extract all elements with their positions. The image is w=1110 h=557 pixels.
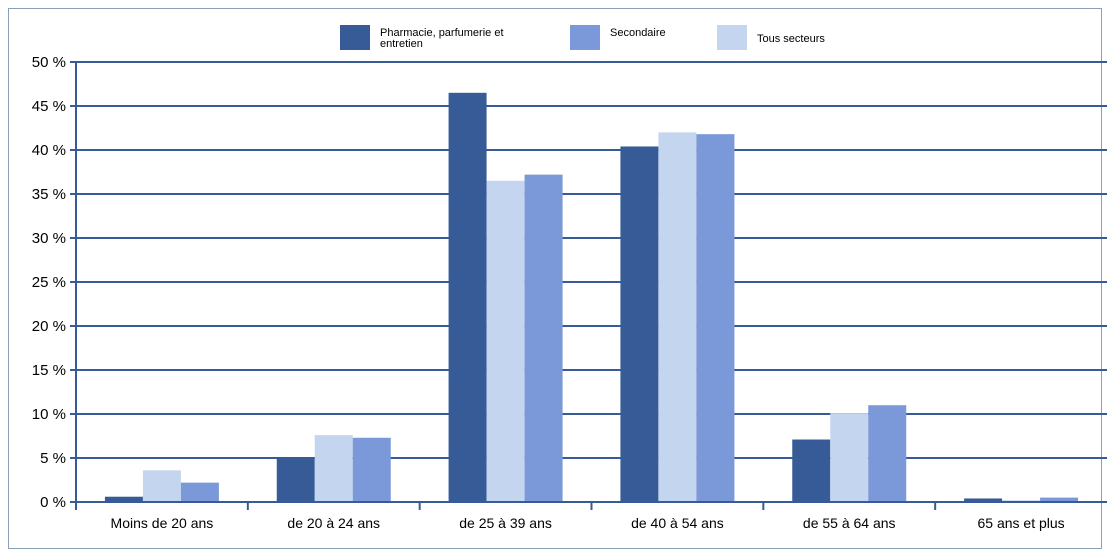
legend-label: Pharmacie, parfumerie et entretien: [380, 27, 504, 50]
legend-item: Secondaire: [570, 25, 666, 50]
bar: [276, 457, 315, 502]
category-label: de 20 à 24 ans: [287, 515, 380, 531]
y-tick-label: 25 %: [32, 274, 66, 291]
bar: [524, 174, 563, 502]
category-label: de 25 à 39 ans: [459, 515, 552, 531]
legend-item: Pharmacie, parfumerie et entretien: [340, 25, 504, 50]
axes: [70, 61, 1107, 510]
y-tick-label: 5 %: [40, 450, 66, 467]
y-tick-label: 15 %: [32, 362, 66, 379]
category-labels: Moins de 20 ans de 20 à 24 ans de 25 à 39 …: [111, 515, 1065, 531]
y-tick-label: 45 %: [32, 98, 66, 115]
legend-label: Tous secteurs: [757, 33, 825, 45]
category-label: de 55 à 64 ans: [803, 515, 896, 531]
bar: [486, 180, 525, 503]
bar: [696, 134, 735, 502]
y-tick-label: 30 %: [32, 230, 66, 247]
bar: [104, 496, 143, 502]
category-label: 65 ans et plus: [977, 515, 1064, 531]
bar: [1040, 497, 1079, 502]
y-tick-label: 35 %: [32, 186, 66, 203]
legend-item: Tous secteurs: [717, 25, 825, 50]
y-tick-label: 20 %: [32, 318, 66, 335]
legend: Pharmacie, parfumerie et entretien Seconda…: [340, 25, 825, 50]
category-label: Moins de 20 ans: [111, 515, 214, 531]
legend-label: Secondaire: [610, 27, 666, 39]
bar: [792, 439, 831, 502]
bar: [620, 146, 659, 503]
y-tick-labels: 0 % 5 % 10 % 15 % 20 % 25 % 30 % 35 % 40 % 45 % 50…: [32, 54, 66, 511]
legend-swatch: [717, 25, 747, 50]
y-tick-label: 50 %: [32, 54, 66, 71]
bar: [180, 482, 219, 502]
legend-swatch: [340, 25, 370, 50]
legend-swatch: [570, 25, 600, 50]
bars: [104, 92, 1079, 503]
bar: [314, 435, 353, 502]
y-tick-label: 0 %: [40, 494, 66, 511]
category-label: de 40 à 54 ans: [631, 515, 724, 531]
gridlines: [76, 61, 1107, 503]
bar: [964, 498, 1003, 502]
bar: [142, 470, 181, 502]
y-tick-label: 10 %: [32, 406, 66, 423]
bar: [448, 92, 487, 503]
bar: [868, 405, 907, 502]
y-tick-label: 40 %: [32, 142, 66, 159]
bar: [658, 132, 697, 502]
bar: [830, 413, 869, 502]
bar: [352, 437, 391, 502]
